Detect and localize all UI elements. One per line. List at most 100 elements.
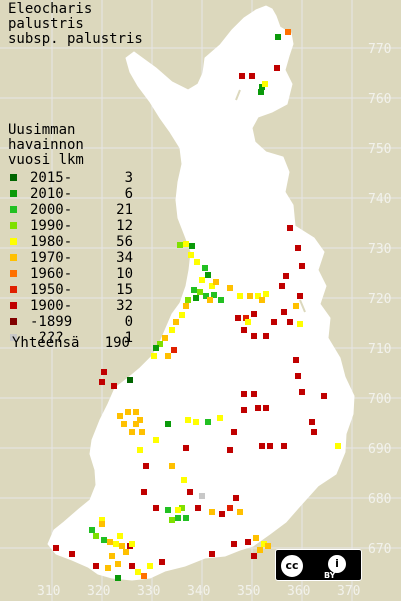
title-line: subsp. palustris bbox=[8, 31, 143, 47]
observation-dots bbox=[53, 29, 341, 581]
observation-dot bbox=[93, 563, 99, 569]
legend-header-line: Uusimman bbox=[8, 122, 76, 138]
observation-dot bbox=[153, 505, 159, 511]
observation-dot bbox=[267, 443, 273, 449]
observation-dot bbox=[153, 437, 159, 443]
observation-dot bbox=[295, 245, 301, 251]
observation-dot bbox=[271, 319, 277, 325]
legend-swatch bbox=[10, 222, 17, 229]
observation-dot bbox=[153, 345, 159, 351]
observation-dot bbox=[175, 507, 181, 513]
legend-year-label: 1990- bbox=[30, 218, 73, 234]
observation-dot bbox=[265, 543, 271, 549]
observation-dot bbox=[251, 391, 257, 397]
observation-dot bbox=[295, 373, 301, 379]
observation-dot bbox=[179, 505, 185, 511]
observation-dot bbox=[141, 573, 147, 579]
observation-dot bbox=[231, 541, 237, 547]
y-axis-label: 680 bbox=[368, 492, 392, 507]
observation-dot bbox=[99, 379, 105, 385]
observation-dot bbox=[299, 263, 305, 269]
observation-dot bbox=[217, 415, 223, 421]
legend-row: -1899 0 bbox=[8, 314, 133, 330]
observation-dot bbox=[151, 353, 157, 359]
observation-dot bbox=[287, 319, 293, 325]
legend-count: 3 bbox=[124, 170, 133, 186]
observation-dot bbox=[53, 545, 59, 551]
legend-row: 1900- 32 bbox=[8, 298, 133, 314]
observation-dot bbox=[185, 417, 191, 423]
observation-dot bbox=[197, 289, 203, 295]
y-axis-label: 690 bbox=[368, 442, 392, 457]
observation-dot bbox=[89, 527, 95, 533]
observation-dot bbox=[281, 443, 287, 449]
legend-swatch bbox=[10, 302, 17, 309]
observation-dot bbox=[211, 292, 217, 298]
observation-dot bbox=[133, 421, 139, 427]
observation-dot bbox=[263, 333, 269, 339]
x-axis-label: 310 bbox=[37, 584, 61, 599]
observation-dot bbox=[251, 311, 257, 317]
observation-dot bbox=[175, 515, 181, 521]
y-axis-label: 740 bbox=[368, 192, 392, 207]
observation-dot bbox=[245, 319, 251, 325]
observation-dot bbox=[219, 511, 225, 517]
observation-dot bbox=[123, 549, 129, 555]
observation-dot bbox=[297, 293, 303, 299]
legend-year-label: 1970- bbox=[30, 250, 73, 266]
observation-dot bbox=[233, 495, 239, 501]
observation-dot bbox=[293, 303, 299, 309]
legend-count: 32 bbox=[116, 298, 133, 314]
cc-by-license-badge[interactable]: cc i BY bbox=[275, 549, 362, 581]
legend-swatch bbox=[10, 206, 17, 213]
observation-dot bbox=[193, 419, 199, 425]
observation-dot bbox=[121, 421, 127, 427]
observation-dot bbox=[259, 297, 265, 303]
observation-dot bbox=[185, 297, 191, 303]
y-axis-label: 720 bbox=[368, 292, 392, 307]
observation-dot bbox=[189, 243, 195, 249]
observation-dot bbox=[129, 429, 135, 435]
observation-dot bbox=[147, 563, 153, 569]
observation-dot bbox=[251, 553, 257, 559]
observation-dot bbox=[243, 315, 249, 321]
attribution-person-icon: i bbox=[326, 553, 348, 575]
observation-dot bbox=[241, 391, 247, 397]
observation-dot bbox=[241, 327, 247, 333]
legend-row: 1990- 12 bbox=[8, 218, 133, 234]
observation-dot bbox=[187, 489, 193, 495]
observation-dot bbox=[157, 341, 163, 347]
y-axis-label: 760 bbox=[368, 92, 392, 107]
observation-dot bbox=[117, 413, 123, 419]
observation-dot bbox=[111, 383, 117, 389]
observation-dot bbox=[117, 533, 123, 539]
observation-dot bbox=[194, 259, 200, 265]
observation-dot bbox=[183, 445, 189, 451]
y-axis-label: 710 bbox=[368, 342, 392, 357]
year-legend: 2015- 3 2010- 6 2000- 21 1990- 12 1980- 56 1970- 34… bbox=[8, 170, 133, 346]
observation-dot bbox=[177, 242, 183, 248]
x-axis-label: 360 bbox=[287, 584, 311, 599]
observation-dot bbox=[119, 543, 125, 549]
observation-dot bbox=[135, 569, 141, 575]
legend-count: 1 bbox=[124, 330, 133, 346]
observation-dot bbox=[191, 287, 197, 293]
observation-dot bbox=[261, 541, 267, 547]
observation-dot bbox=[115, 575, 121, 581]
observation-dot bbox=[99, 521, 105, 527]
observation-dot bbox=[209, 283, 215, 289]
legend-header-line: vuosi lkm bbox=[8, 152, 84, 168]
observation-dot bbox=[202, 265, 208, 271]
legend-header-line: havainnon bbox=[8, 137, 84, 153]
x-axis-label: 350 bbox=[237, 584, 261, 599]
legend-row: 1960- 10 bbox=[8, 266, 133, 282]
observation-dot bbox=[169, 463, 175, 469]
observation-dot bbox=[188, 252, 194, 258]
observation-dot bbox=[283, 273, 289, 279]
legend-year-label: 2015- bbox=[30, 170, 73, 186]
observation-dot bbox=[262, 81, 268, 87]
legend-year-label: 2000- bbox=[30, 202, 73, 218]
observation-dot bbox=[311, 429, 317, 435]
observation-dot bbox=[218, 297, 224, 303]
observation-dot bbox=[181, 477, 187, 483]
